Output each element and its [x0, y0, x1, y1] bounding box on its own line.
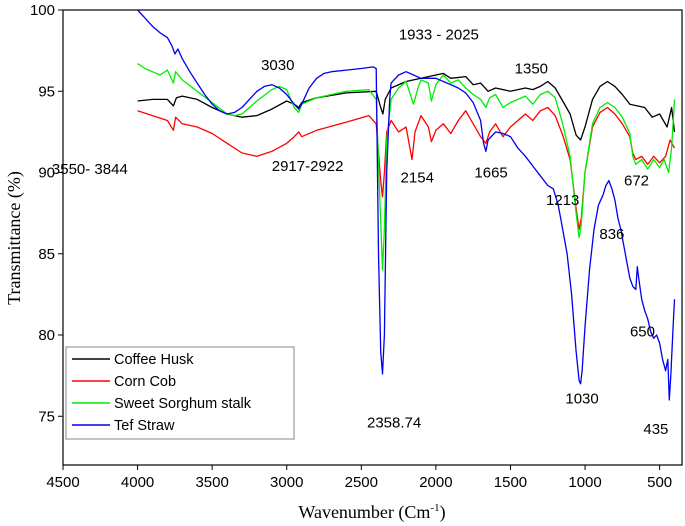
plot-frame — [62, 9, 683, 466]
peak-annotation: 1213 — [546, 192, 579, 209]
x-tick-label: 3000 — [270, 474, 303, 491]
x-axis-title: Wavenumber (Cm-1) — [298, 502, 445, 523]
x-tick-label: 2500 — [345, 474, 378, 491]
y-tick-label: 85 — [38, 246, 55, 263]
plot-area — [62, 9, 683, 466]
peak-annotation: 2154 — [401, 169, 434, 186]
x-tick-label: 500 — [647, 474, 672, 491]
x-tick-label: 4500 — [46, 474, 79, 491]
peak-annotation: 435 — [643, 421, 668, 438]
y-axis-ticks: 75 80 85 90 95 100 — [30, 2, 63, 425]
series-line-coffee-husk — [137, 72, 676, 141]
x-tick-label: 1000 — [568, 474, 601, 491]
y-tick-label: 80 — [38, 327, 55, 344]
x-tick-label: 4000 — [121, 474, 154, 491]
series-line-corn-cob — [137, 106, 676, 231]
series-line-sweet-sorghum-stalk — [137, 63, 676, 271]
peak-annotation: 2358.74 — [367, 415, 421, 432]
peak-annotation: 2917-2922 — [272, 158, 344, 175]
peak-annotation: 3030 — [261, 57, 294, 74]
x-axis-ticks: 4500 4000 3500 3000 2500 2000 1500 1000 500 — [46, 465, 672, 491]
peak-annotation: 1665 — [474, 164, 507, 181]
x-tick-label: 2000 — [419, 474, 452, 491]
peak-annotation: 3550- 3844 — [52, 161, 128, 178]
legend: Coffee Husk Corn Cob Sweet Sorghum stalk Te… — [65, 346, 295, 440]
peak-annotation: 1350 — [515, 60, 548, 77]
x-tick-label: 3500 — [195, 474, 228, 491]
y-tick-label: 75 — [38, 408, 55, 425]
peak-annotation: 836 — [599, 226, 624, 243]
y-tick-label: 90 — [38, 165, 55, 182]
x-tick-label: 1500 — [494, 474, 527, 491]
legend-label: Coffee Husk — [114, 352, 194, 368]
peak-annotations: 3550- 3844 3030 2917-2922 1933 - 2025 1350 21… — [52, 26, 669, 438]
y-tick-label: 95 — [38, 83, 55, 100]
peak-annotation: 672 — [624, 173, 649, 190]
peak-annotation: 1933 - 2025 — [399, 26, 479, 43]
legend-label: Tef Straw — [114, 418, 175, 434]
series-line-tef-straw — [137, 9, 676, 401]
peak-annotation: 1030 — [565, 390, 598, 407]
legend-box — [65, 346, 295, 440]
y-axis-title: Transmittance (%) — [4, 171, 25, 305]
peak-annotation: 650 — [630, 324, 655, 341]
legend-label: Corn Cob — [114, 374, 176, 390]
series-lines — [137, 9, 676, 401]
legend-label: Sweet Sorghum stalk — [114, 396, 252, 412]
y-tick-label: 100 — [30, 2, 55, 19]
